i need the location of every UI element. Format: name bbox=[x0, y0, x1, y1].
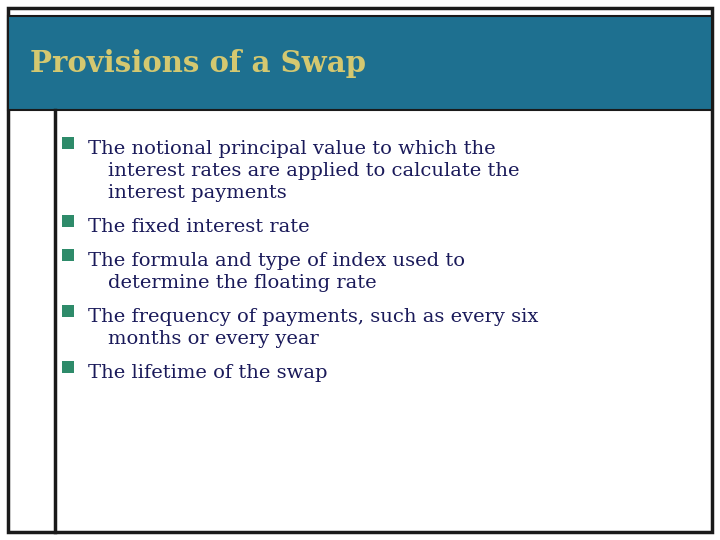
Bar bbox=[62, 249, 74, 261]
Bar bbox=[8, 16, 712, 110]
Bar bbox=[62, 361, 74, 373]
Bar bbox=[62, 215, 74, 227]
Text: The fixed interest rate: The fixed interest rate bbox=[88, 218, 310, 236]
Text: The notional principal value to which the: The notional principal value to which th… bbox=[88, 140, 495, 158]
Text: The formula and type of index used to: The formula and type of index used to bbox=[88, 252, 465, 270]
Bar bbox=[62, 137, 74, 149]
Text: The lifetime of the swap: The lifetime of the swap bbox=[88, 364, 328, 382]
Text: months or every year: months or every year bbox=[108, 330, 319, 348]
Text: determine the floating rate: determine the floating rate bbox=[108, 274, 377, 292]
Text: interest payments: interest payments bbox=[108, 184, 287, 202]
Text: The frequency of payments, such as every six: The frequency of payments, such as every… bbox=[88, 308, 539, 326]
Bar bbox=[62, 305, 74, 317]
Text: interest rates are applied to calculate the: interest rates are applied to calculate … bbox=[108, 162, 520, 180]
Text: Provisions of a Swap: Provisions of a Swap bbox=[30, 49, 366, 78]
